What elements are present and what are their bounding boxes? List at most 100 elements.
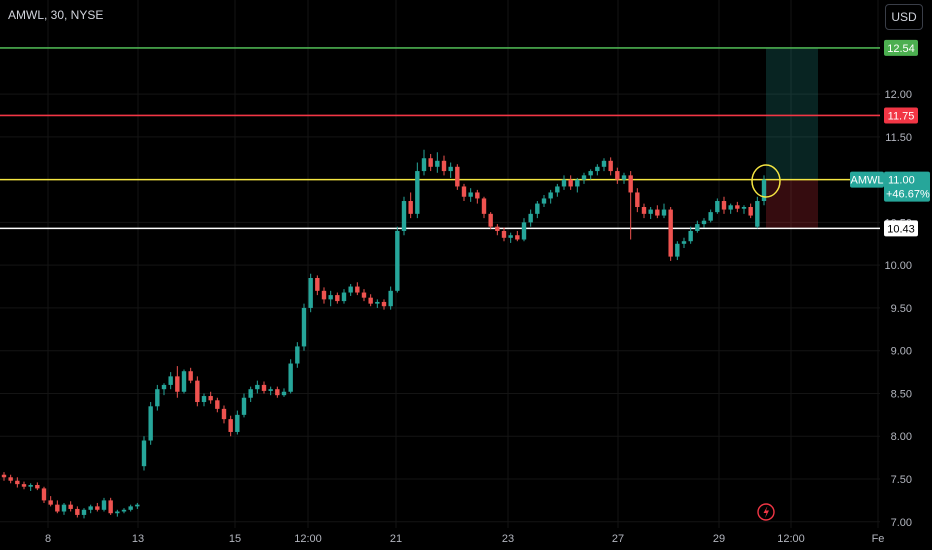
candle [41, 486, 47, 503]
price-levels[interactable] [0, 47, 880, 230]
candle [88, 504, 93, 514]
candle [615, 167, 620, 184]
candle [448, 162, 453, 178]
target-price-tag: 12.54 [884, 39, 918, 56]
candle [355, 282, 360, 296]
candle [328, 290, 333, 307]
candle [315, 275, 320, 296]
stop-price-tag: 11.75 [884, 107, 918, 124]
candle [415, 162, 420, 219]
candle [475, 189, 480, 204]
candle [595, 164, 600, 176]
candle [588, 169, 593, 180]
candle [235, 410, 240, 435]
candle [195, 376, 200, 407]
candle [108, 497, 113, 515]
candle [368, 294, 373, 307]
candle [515, 230, 520, 242]
candle [541, 195, 547, 207]
candle [728, 203, 733, 214]
candle [688, 226, 693, 244]
currency-button[interactable]: USD [885, 4, 923, 30]
candle [21, 481, 27, 490]
candle [321, 287, 327, 304]
candle [548, 189, 553, 204]
y-tick-label: 7.50 [891, 474, 912, 486]
candle [268, 386, 273, 396]
candle [61, 502, 67, 515]
candle [168, 372, 173, 390]
x-tick-label: 21 [390, 533, 402, 545]
time-axis[interactable]: 8 13 15 12:00 21 23 27 29 12:00 Fe [45, 533, 884, 545]
y-tick-label: 8.50 [891, 388, 912, 400]
support-price-tag: 10.43 [884, 220, 918, 237]
candle [701, 218, 707, 228]
candle [341, 289, 347, 304]
candle [281, 388, 287, 397]
candle [681, 237, 687, 249]
candle [361, 289, 367, 302]
x-tick-label: Fe [872, 533, 885, 545]
loss-zone[interactable] [766, 179, 818, 229]
long-position-tool[interactable] [766, 47, 818, 229]
candle [115, 509, 120, 517]
candle [188, 367, 193, 384]
alert-icon[interactable] [757, 503, 775, 521]
candle [628, 171, 633, 240]
price-tags: 12.54 11.75 10.43 AMWL 11.00 +46.67% [850, 39, 930, 237]
candle [128, 504, 133, 512]
candle [641, 203, 647, 219]
last-price-tag: AMWL 11.00 +46.67% [850, 171, 930, 202]
last-price-symbol: AMWL [851, 175, 884, 187]
candle [535, 201, 540, 219]
candle [648, 206, 653, 219]
candle [288, 359, 293, 394]
candle [408, 192, 413, 219]
x-tick-label: 29 [713, 533, 725, 545]
candle [335, 292, 340, 304]
candle [468, 188, 473, 202]
price-axis[interactable]: 7.007.508.008.509.009.5010.0010.5011.001… [884, 89, 912, 529]
candle [741, 205, 747, 214]
candle [755, 196, 760, 229]
x-tick-label: 23 [502, 533, 514, 545]
x-tick-label: 13 [132, 533, 144, 545]
candle [255, 380, 260, 394]
last-price-change: +46.67% [886, 189, 930, 201]
candle [455, 164, 460, 190]
candle [375, 299, 380, 308]
candle [395, 226, 400, 293]
candle [735, 201, 740, 213]
candle [621, 172, 627, 184]
candle [75, 506, 80, 518]
candle [161, 383, 167, 396]
x-tick-label: 12:00 [294, 533, 322, 545]
candle [1, 472, 7, 481]
candle [601, 158, 607, 172]
y-tick-label: 11.50 [885, 132, 912, 144]
candle [495, 224, 500, 236]
candle [488, 212, 493, 230]
candle [8, 474, 13, 484]
candle [748, 203, 753, 219]
candle [568, 175, 573, 190]
candle [441, 155, 447, 176]
level-label: 10.43 [887, 223, 915, 235]
candle [481, 196, 487, 219]
candle [175, 366, 180, 398]
profit-zone[interactable] [766, 47, 818, 180]
candle [208, 391, 213, 404]
candle [221, 405, 227, 424]
candle [181, 369, 187, 394]
grid [0, 0, 880, 528]
candle [575, 177, 580, 193]
candle [215, 397, 220, 413]
candle [228, 415, 233, 437]
candle [135, 502, 140, 509]
candle [95, 502, 100, 512]
y-tick-label: 7.00 [891, 517, 912, 529]
symbol-title: AMWL, 30, NYSE [8, 8, 104, 22]
highlight-circle[interactable] [751, 164, 781, 198]
candle [528, 209, 533, 227]
